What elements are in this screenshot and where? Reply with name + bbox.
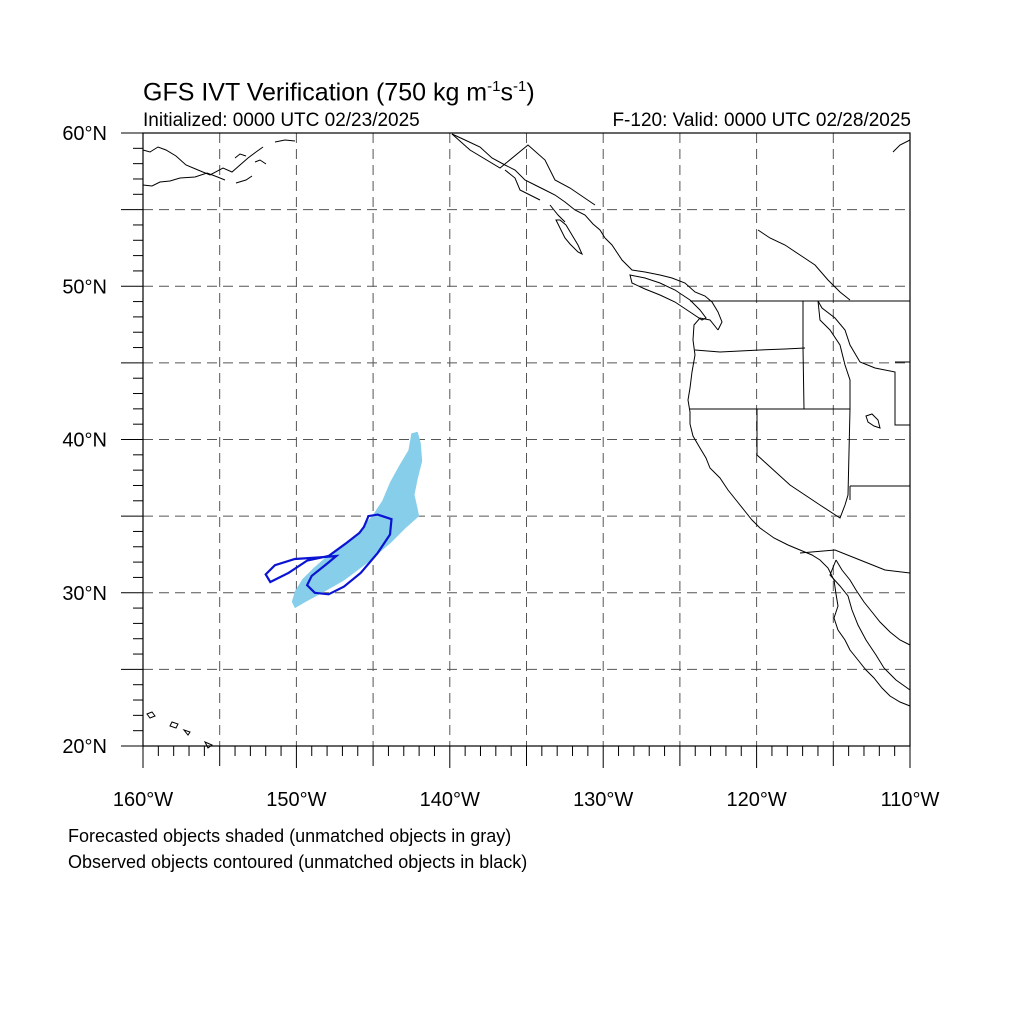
utah-arizona-border bbox=[849, 485, 910, 500]
lat-tick-label: 50°N bbox=[62, 276, 107, 298]
axis-labels: 60°N 50°N 40°N 30°N 20°N 160°W 150°W 140°W 130°W… bbox=[62, 123, 939, 811]
bc-coast bbox=[604, 237, 723, 331]
lon-tick-label: 160°W bbox=[113, 789, 173, 811]
lon-tick-label: 130°W bbox=[573, 789, 633, 811]
great-salt-lake bbox=[865, 413, 881, 429]
footnote-forecast: Forecasted objects shaded (unmatched obj… bbox=[68, 826, 512, 846]
gulf-of-california-coast bbox=[829, 559, 911, 691]
observed-object-contour bbox=[264, 513, 393, 596]
axis-ticks bbox=[121, 132, 911, 768]
us-mexico-border bbox=[799, 549, 911, 574]
lon-tick-label: 110°W bbox=[881, 789, 940, 811]
queen-charlotte-islands bbox=[555, 219, 584, 256]
hawaii-islands bbox=[146, 711, 213, 749]
montana-border bbox=[817, 300, 910, 426]
canada-interior bbox=[757, 139, 911, 301]
us-west-coastline bbox=[687, 317, 911, 707]
alaska-coastline bbox=[142, 139, 296, 187]
lat-tick-label: 30°N bbox=[62, 583, 107, 605]
valid-time-subtitle: F-120: Valid: 0000 UTC 02/28/2025 bbox=[612, 110, 911, 131]
bc-alaska-border bbox=[451, 133, 596, 206]
graticule-grid bbox=[143, 133, 910, 746]
lon-tick-label: 140°W bbox=[420, 789, 480, 811]
coastlines-and-borders bbox=[142, 133, 911, 749]
nevada-border bbox=[756, 408, 851, 519]
alaska-panhandle-coastline bbox=[451, 133, 606, 239]
vancouver-island bbox=[629, 274, 707, 321]
lon-tick-label: 150°W bbox=[266, 789, 326, 811]
forecast-object-shading bbox=[291, 431, 423, 609]
footnote-observed: Observed objects contoured (unmatched ob… bbox=[68, 852, 528, 872]
washington-oregon-border bbox=[694, 347, 806, 353]
idaho-border bbox=[802, 300, 851, 410]
init-time-subtitle: Initialized: 0000 UTC 02/23/2025 bbox=[143, 110, 420, 131]
lat-tick-label: 20°N bbox=[62, 736, 107, 758]
lat-tick-label: 60°N bbox=[62, 123, 107, 145]
lon-tick-label: 120°W bbox=[726, 789, 786, 811]
chart-title: GFS IVT Verification (750 kg m-1s-1) bbox=[143, 78, 535, 107]
lat-tick-label: 40°N bbox=[62, 430, 107, 452]
